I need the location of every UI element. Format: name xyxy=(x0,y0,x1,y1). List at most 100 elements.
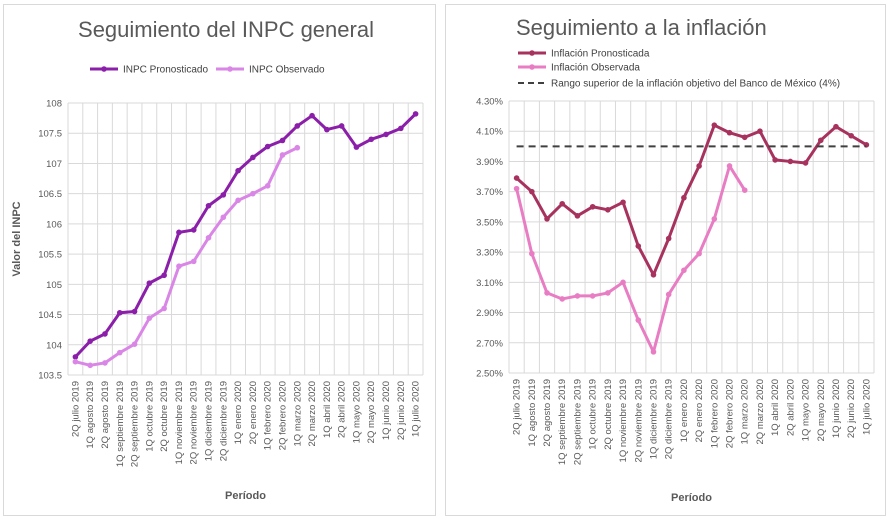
x-tick-label: 2Q enero 2020 xyxy=(248,381,259,444)
x-axis-title: Período xyxy=(671,492,712,504)
x-tick-label: 1Q julio 2020 xyxy=(861,379,872,435)
data-point xyxy=(559,296,566,302)
x-tick-label: 2Q noviembre 2019 xyxy=(633,379,644,462)
x-tick-label: 1Q abril 2020 xyxy=(322,381,333,438)
data-point xyxy=(398,125,404,132)
data-point xyxy=(605,207,611,213)
data-point xyxy=(833,123,839,130)
data-point xyxy=(529,188,535,195)
data-point xyxy=(116,349,123,356)
x-tick-label: 1Q mayo 2020 xyxy=(351,381,362,443)
y-tick-label: 3.70% xyxy=(476,187,503,198)
data-point xyxy=(220,192,227,198)
data-point xyxy=(72,354,79,360)
y-tick-label: 4.10% xyxy=(476,127,503,138)
data-point xyxy=(368,136,375,143)
chart-title: Seguimiento a la inflación xyxy=(516,15,767,40)
data-point xyxy=(757,128,763,135)
y-tick-label: 104 xyxy=(46,340,62,351)
x-tick-label: 2Q julio 2019 xyxy=(70,381,81,437)
x-tick-label: 1Q noviembre 2019 xyxy=(618,379,629,462)
data-point xyxy=(741,134,748,141)
x-tick-label: 2Q marzo 2020 xyxy=(755,379,766,444)
data-point xyxy=(176,229,182,236)
data-point xyxy=(605,290,611,296)
data-point xyxy=(589,203,596,210)
data-point xyxy=(87,338,93,344)
data-point xyxy=(848,132,854,139)
y-tick-label: 3.10% xyxy=(476,278,503,289)
inflation-chart-panel: Seguimiento a la inflación 2.50% 2.70% 2.90… xyxy=(445,4,886,516)
x-tick-label: 1Q junio 2020 xyxy=(381,381,392,440)
x-tick-label: 2Q septiembre 2019 xyxy=(572,379,583,465)
inpc-chart-panel: Seguimiento del INPC general 103.5 104 104.… xyxy=(3,4,436,516)
data-point xyxy=(176,263,182,270)
data-point xyxy=(264,183,271,189)
y-tick-label: 106 xyxy=(46,219,62,230)
data-point xyxy=(116,309,123,316)
data-point xyxy=(279,152,286,158)
data-point xyxy=(338,123,345,129)
x-tick-label: 2Q enero 2020 xyxy=(694,379,705,442)
data-point xyxy=(102,331,108,337)
data-point xyxy=(635,317,642,323)
legend-marker xyxy=(529,64,535,70)
x-tick-label: 1Q diciembre 2019 xyxy=(648,379,659,459)
data-point xyxy=(817,137,824,144)
data-point xyxy=(161,272,167,279)
data-point xyxy=(529,250,535,257)
y-tick-label: 2.50% xyxy=(476,369,503,380)
data-point xyxy=(681,267,687,274)
data-point xyxy=(772,157,778,163)
data-point xyxy=(131,341,138,347)
x-axis-title: Período xyxy=(225,490,266,502)
x-tick-label: 2Q junio 2020 xyxy=(846,379,857,438)
legend-entry: INPC Observado xyxy=(249,65,325,76)
y-tick-label: 103.5 xyxy=(38,371,62,382)
x-tick-label: 1Q abril 2020 xyxy=(770,379,781,436)
y-tick-label: 107.5 xyxy=(38,129,62,140)
y-axis-title: Valor del INPC xyxy=(11,201,23,276)
chart-title: Seguimiento del INPC general xyxy=(78,17,374,42)
series-line xyxy=(515,164,747,354)
x-tick-label: 1Q septiembre 2019 xyxy=(557,379,568,465)
series-line xyxy=(73,146,299,367)
data-point xyxy=(589,293,596,299)
data-point xyxy=(250,190,256,197)
data-point xyxy=(665,291,672,298)
x-tick-label: 1Q noviembre 2019 xyxy=(174,381,185,464)
y-tick-label: 2.70% xyxy=(476,338,503,349)
data-point xyxy=(741,187,748,193)
data-point xyxy=(711,122,718,128)
y-tick-label: 108 xyxy=(46,99,62,110)
data-point xyxy=(324,126,330,133)
data-point xyxy=(294,144,301,151)
x-tick-label: 2Q mayo 2020 xyxy=(366,381,377,443)
y-tick-label: 105 xyxy=(46,280,62,291)
y-tick-label: 105.5 xyxy=(38,250,62,261)
inflation-chart: Seguimiento a la inflación 2.50% 2.70% 2.90… xyxy=(476,15,875,504)
x-tick-label: 1Q marzo 2020 xyxy=(740,379,751,444)
data-point xyxy=(235,197,241,204)
legend-marker xyxy=(227,66,233,72)
data-point xyxy=(513,175,520,181)
data-point xyxy=(620,199,626,206)
x-tick-label: 1Q octubre 2019 xyxy=(144,381,155,452)
legend-marker xyxy=(529,50,535,56)
data-point xyxy=(161,305,167,312)
x-tick-label: 2Q junio 2020 xyxy=(396,381,407,440)
x-tick-label: 1Q febrero 2020 xyxy=(709,379,720,448)
data-point xyxy=(383,131,389,138)
x-tick-label: 1Q mayo 2020 xyxy=(801,379,812,441)
data-point xyxy=(279,137,286,144)
data-point xyxy=(146,280,153,286)
data-point xyxy=(87,362,93,369)
data-point xyxy=(711,216,718,222)
inpc-chart: Seguimiento del INPC general 103.5 104 104.… xyxy=(11,17,424,502)
x-tick-label: 2Q abril 2020 xyxy=(337,381,348,438)
data-point xyxy=(635,243,642,249)
data-point xyxy=(559,200,566,207)
x-tick-label: 1Q agosto 2019 xyxy=(85,381,96,449)
data-point xyxy=(574,293,581,299)
series-line xyxy=(515,123,868,277)
